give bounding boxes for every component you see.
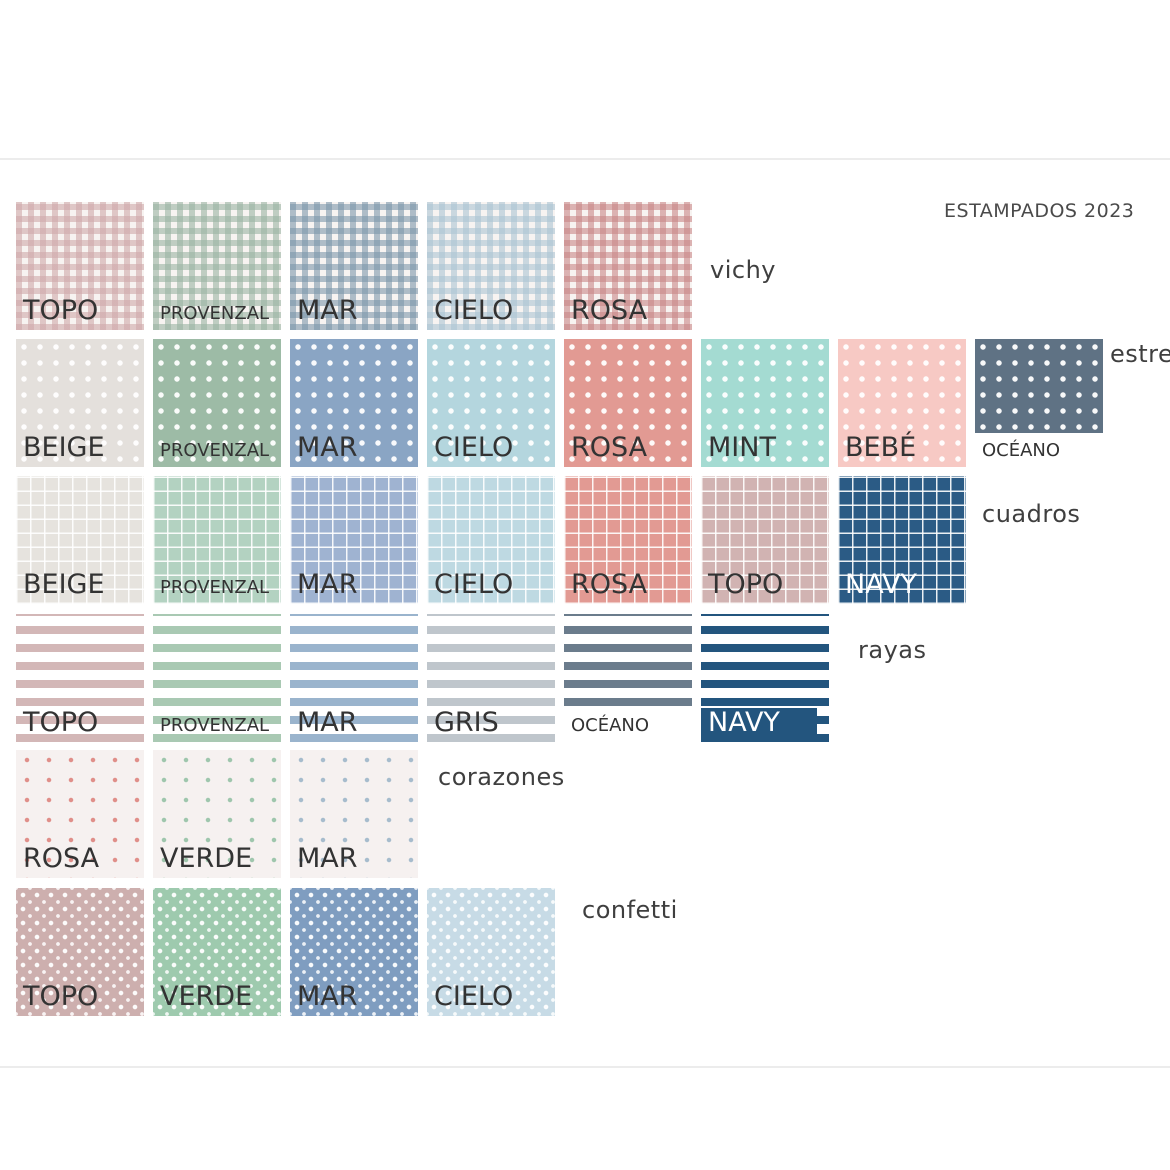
swatch-name: NAVY bbox=[845, 569, 917, 600]
swatch-name: TOPO bbox=[708, 569, 784, 600]
swatch-vichy-mar: MAR bbox=[290, 202, 418, 330]
swatch-name: TOPO bbox=[23, 707, 99, 738]
swatch-confetti-verde: VERDE bbox=[153, 888, 281, 1016]
category-label-estrellas: estrellas bbox=[1110, 340, 1170, 368]
swatch-name: CIELO bbox=[434, 295, 514, 326]
swatch-name: GRIS bbox=[434, 707, 499, 738]
swatch-name: ROSA bbox=[23, 843, 100, 874]
swatch-rayas-océano: OCÉANO bbox=[564, 614, 692, 742]
swatch-name: OCÉANO bbox=[571, 715, 650, 736]
swatch-name: PROVENZAL bbox=[160, 577, 270, 598]
label-backing bbox=[564, 708, 692, 742]
swatch-vichy-rosa: ROSA bbox=[564, 202, 692, 330]
swatch-name: BEIGE bbox=[23, 432, 105, 463]
swatch-name: MAR bbox=[297, 432, 358, 463]
swatch-estrellas-provenzal: PROVENZAL bbox=[153, 339, 281, 467]
swatch-name: PROVENZAL bbox=[160, 715, 270, 736]
swatch-estrellas-bebé: BEBÉ bbox=[838, 339, 966, 467]
sheet-title: ESTAMPADOS 2023 bbox=[944, 200, 1135, 222]
swatch-corazones-verde: VERDE bbox=[153, 750, 281, 878]
swatch-name: MAR bbox=[297, 981, 358, 1012]
swatch-cuadros-provenzal: PROVENZAL bbox=[153, 476, 281, 604]
swatch-rayas-topo: TOPO bbox=[16, 614, 144, 742]
swatch-name: PROVENZAL bbox=[160, 303, 270, 324]
swatch-cuadros-navy: NAVY bbox=[838, 476, 966, 604]
swatch-confetti-cielo: CIELO bbox=[427, 888, 555, 1016]
bottom-divider bbox=[0, 1066, 1170, 1068]
swatch-confetti-mar: MAR bbox=[290, 888, 418, 1016]
swatch-rayas-provenzal: PROVENZAL bbox=[153, 614, 281, 742]
swatch-name: VERDE bbox=[160, 981, 253, 1012]
swatch-name: MAR bbox=[297, 569, 358, 600]
swatch-estrellas-mint: MINT bbox=[701, 339, 829, 467]
swatch-estrellas-beige: BEIGE bbox=[16, 339, 144, 467]
swatch-estrellas-mar: MAR bbox=[290, 339, 418, 467]
swatch-name: VERDE bbox=[160, 843, 253, 874]
swatch-name: CIELO bbox=[434, 432, 514, 463]
swatch-confetti-topo: TOPO bbox=[16, 888, 144, 1016]
swatch-rayas-gris: GRIS bbox=[427, 614, 555, 742]
category-label-rayas: rayas bbox=[858, 636, 927, 664]
swatch-estrellas-cielo: CIELO bbox=[427, 339, 555, 467]
swatch-name: OCÉANO bbox=[982, 440, 1061, 461]
swatch-vichy-provenzal: PROVENZAL bbox=[153, 202, 281, 330]
swatch-cuadros-cielo: CIELO bbox=[427, 476, 555, 604]
swatch-name: BEIGE bbox=[23, 569, 105, 600]
category-label-corazones: corazones bbox=[438, 763, 565, 791]
swatch-name: MAR bbox=[297, 707, 358, 738]
swatch-name: ROSA bbox=[571, 432, 648, 463]
swatch-name: PROVENZAL bbox=[160, 440, 270, 461]
swatch-vichy-topo: TOPO bbox=[16, 202, 144, 330]
swatch-cuadros-topo: TOPO bbox=[701, 476, 829, 604]
swatch-cuadros-mar: MAR bbox=[290, 476, 418, 604]
swatch-corazones-mar: MAR bbox=[290, 750, 418, 878]
swatch-name: TOPO bbox=[23, 295, 99, 326]
swatch-name: MAR bbox=[297, 843, 358, 874]
category-label-cuadros: cuadros bbox=[982, 500, 1081, 528]
swatch-corazones-rosa: ROSA bbox=[16, 750, 144, 878]
label-backing bbox=[975, 433, 1103, 467]
swatch-estrellas-rosa: ROSA bbox=[564, 339, 692, 467]
swatch-rayas-mar: MAR bbox=[290, 614, 418, 742]
swatch-name: ROSA bbox=[571, 295, 648, 326]
swatch-cuadros-beige: BEIGE bbox=[16, 476, 144, 604]
swatch-name: CIELO bbox=[434, 981, 514, 1012]
swatch-name: TOPO bbox=[23, 981, 99, 1012]
swatch-rayas-navy: NAVY bbox=[701, 614, 829, 742]
swatch-name: BEBÉ bbox=[845, 432, 917, 463]
category-label-confetti: confetti bbox=[582, 896, 678, 924]
category-label-vichy: vichy bbox=[710, 256, 776, 284]
swatch-name: MAR bbox=[297, 295, 358, 326]
swatch-vichy-cielo: CIELO bbox=[427, 202, 555, 330]
swatch-estrellas-océano: OCÉANO bbox=[975, 339, 1103, 467]
label-backing bbox=[701, 708, 817, 742]
swatch-name: ROSA bbox=[571, 569, 648, 600]
swatch-name: MINT bbox=[708, 432, 776, 463]
top-divider bbox=[0, 158, 1170, 160]
swatch-name: CIELO bbox=[434, 569, 514, 600]
swatch-cuadros-rosa: ROSA bbox=[564, 476, 692, 604]
swatch-name: NAVY bbox=[708, 707, 780, 738]
